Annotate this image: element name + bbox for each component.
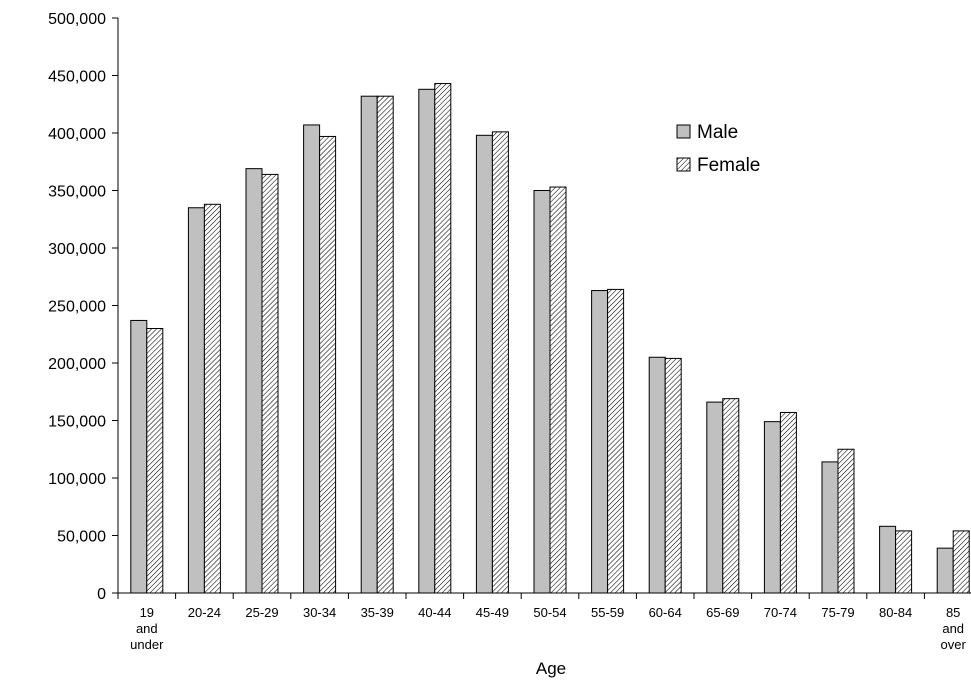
y-tick-label: 400,000 xyxy=(48,126,106,143)
y-tick-label: 150,000 xyxy=(48,414,106,431)
bar-male xyxy=(591,290,609,594)
bar-male xyxy=(648,356,666,594)
bar-female xyxy=(952,530,970,594)
bar-female xyxy=(319,135,337,594)
bar-female xyxy=(837,448,855,594)
x-tick-label: 25-29 xyxy=(245,605,278,620)
y-tick-label: 450,000 xyxy=(48,69,106,86)
y-tick-label: 50,000 xyxy=(57,529,106,546)
bar-female xyxy=(895,530,913,594)
bar-male xyxy=(245,168,263,594)
bar-female xyxy=(434,83,452,594)
bar-male xyxy=(763,421,781,594)
bar-female xyxy=(203,203,221,594)
bar-male xyxy=(936,547,954,594)
bars xyxy=(130,83,970,594)
y-tick-label: 350,000 xyxy=(48,184,106,201)
x-tick-label: 55-59 xyxy=(591,605,624,620)
x-tick-label: 70-74 xyxy=(764,605,797,620)
legend-swatch-male xyxy=(676,124,691,139)
y-tick-label: 300,000 xyxy=(48,241,106,258)
legend: Male Female xyxy=(676,122,760,176)
bar-female xyxy=(779,411,797,594)
x-axis-title: Age xyxy=(536,659,566,678)
x-tick-label: 20-24 xyxy=(188,605,221,620)
legend-swatch-female xyxy=(676,157,691,172)
bar-female xyxy=(549,186,567,594)
bar-female xyxy=(491,131,509,594)
bar-female xyxy=(146,328,164,594)
x-tick-label: 60-64 xyxy=(649,605,682,620)
x-tick-label: 75-79 xyxy=(821,605,854,620)
bar-male xyxy=(706,401,724,594)
y-tick-label: 200,000 xyxy=(48,356,106,373)
x-tick-label: 85 and over xyxy=(941,605,967,652)
x-tick-label: 35-39 xyxy=(361,605,394,620)
bar-female xyxy=(376,95,394,594)
legend-label-male: Male xyxy=(697,122,738,143)
legend-label-female: Female xyxy=(697,155,760,176)
bar-male xyxy=(418,88,436,594)
x-tick-label: 80-84 xyxy=(879,605,912,620)
y-axis: 0 50,000 100,000 150,000 200,000 250,000 300,0… xyxy=(48,11,119,603)
x-tick-label: 19 and under xyxy=(130,605,164,652)
bar-male xyxy=(879,525,897,594)
bar-male xyxy=(821,461,839,594)
bar-male xyxy=(533,190,551,594)
bar-female xyxy=(607,288,625,594)
x-tick-label: 40-44 xyxy=(418,605,451,620)
bar-male xyxy=(303,124,321,594)
y-tick-label: 250,000 xyxy=(48,299,106,316)
bar-female xyxy=(664,357,682,594)
x-tick-label: 45-49 xyxy=(476,605,509,620)
x-tick-label: 30-34 xyxy=(303,605,336,620)
bar-female xyxy=(722,398,740,594)
bar-male xyxy=(187,207,205,594)
bar-male xyxy=(475,134,493,594)
y-tick-label: 0 xyxy=(97,586,106,603)
bar-female xyxy=(261,173,279,594)
x-tick-label: 50-54 xyxy=(533,605,566,620)
bar-male xyxy=(130,319,148,594)
x-axis: 19 and under 20-24 25-29 30-34 35-39 40-44 45-49… xyxy=(117,592,971,652)
y-tick-label: 100,000 xyxy=(48,471,106,488)
y-tick-label: 500,000 xyxy=(48,11,106,28)
bar-male xyxy=(360,95,378,594)
x-tick-label: 65-69 xyxy=(706,605,739,620)
